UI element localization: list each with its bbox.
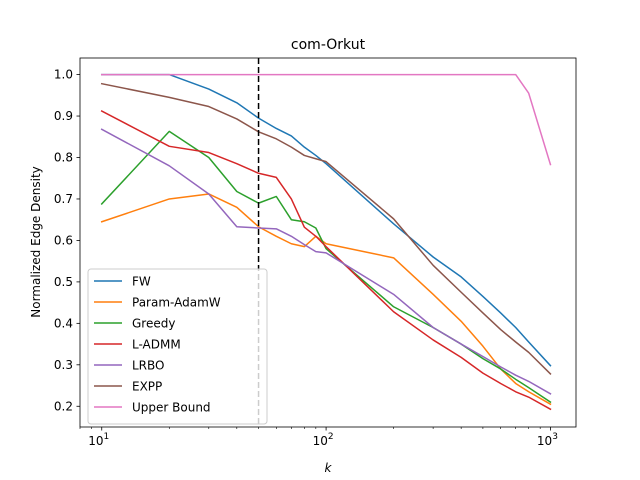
series-line-l-admm — [100, 110, 552, 411]
x-axis-label: k — [325, 461, 333, 475]
y-tick-label: 0.6 — [54, 233, 73, 247]
legend-label: FW — [132, 275, 151, 289]
y-tick-label: 0.2 — [54, 399, 73, 413]
x-tick-label: 101 — [88, 432, 109, 448]
x-tick-label: 102 — [313, 432, 334, 448]
y-tick-label: 0.3 — [54, 358, 73, 372]
y-tick-label: 0.8 — [54, 151, 73, 165]
legend-label: L-ADMM — [132, 338, 181, 352]
y-tick-label: 0.9 — [54, 109, 73, 123]
series-line-lrbo — [100, 128, 552, 395]
x-tick-label: 103 — [537, 432, 558, 448]
y-tick-label: 1.0 — [54, 68, 73, 82]
legend-label: LRBO — [132, 359, 165, 373]
legend-box — [87, 268, 268, 425]
legend-label: Upper Bound — [132, 401, 211, 415]
y-axis-label: Normalized Edge Density — [29, 166, 43, 318]
y-tick-label: 0.4 — [54, 316, 73, 330]
legend-label: Greedy — [132, 317, 175, 331]
legend-label: Param-AdamW — [132, 296, 221, 310]
axes-frame — [79, 57, 577, 428]
y-tick-label: 0.7 — [54, 192, 73, 206]
y-tick-label: 0.5 — [54, 275, 73, 289]
plot-area: 0.2 0.3 0.4 0.5 0.6 0.7 0.8 0.9 1.0 101 102 103 FW Pa… — [54, 57, 577, 448]
legend-label: EXPP — [132, 380, 162, 394]
series-line-upper-bound — [100, 73, 552, 166]
series-line-expp — [100, 82, 552, 375]
chart-title: com-Orkut — [291, 37, 366, 53]
series-line-greedy — [100, 130, 552, 404]
